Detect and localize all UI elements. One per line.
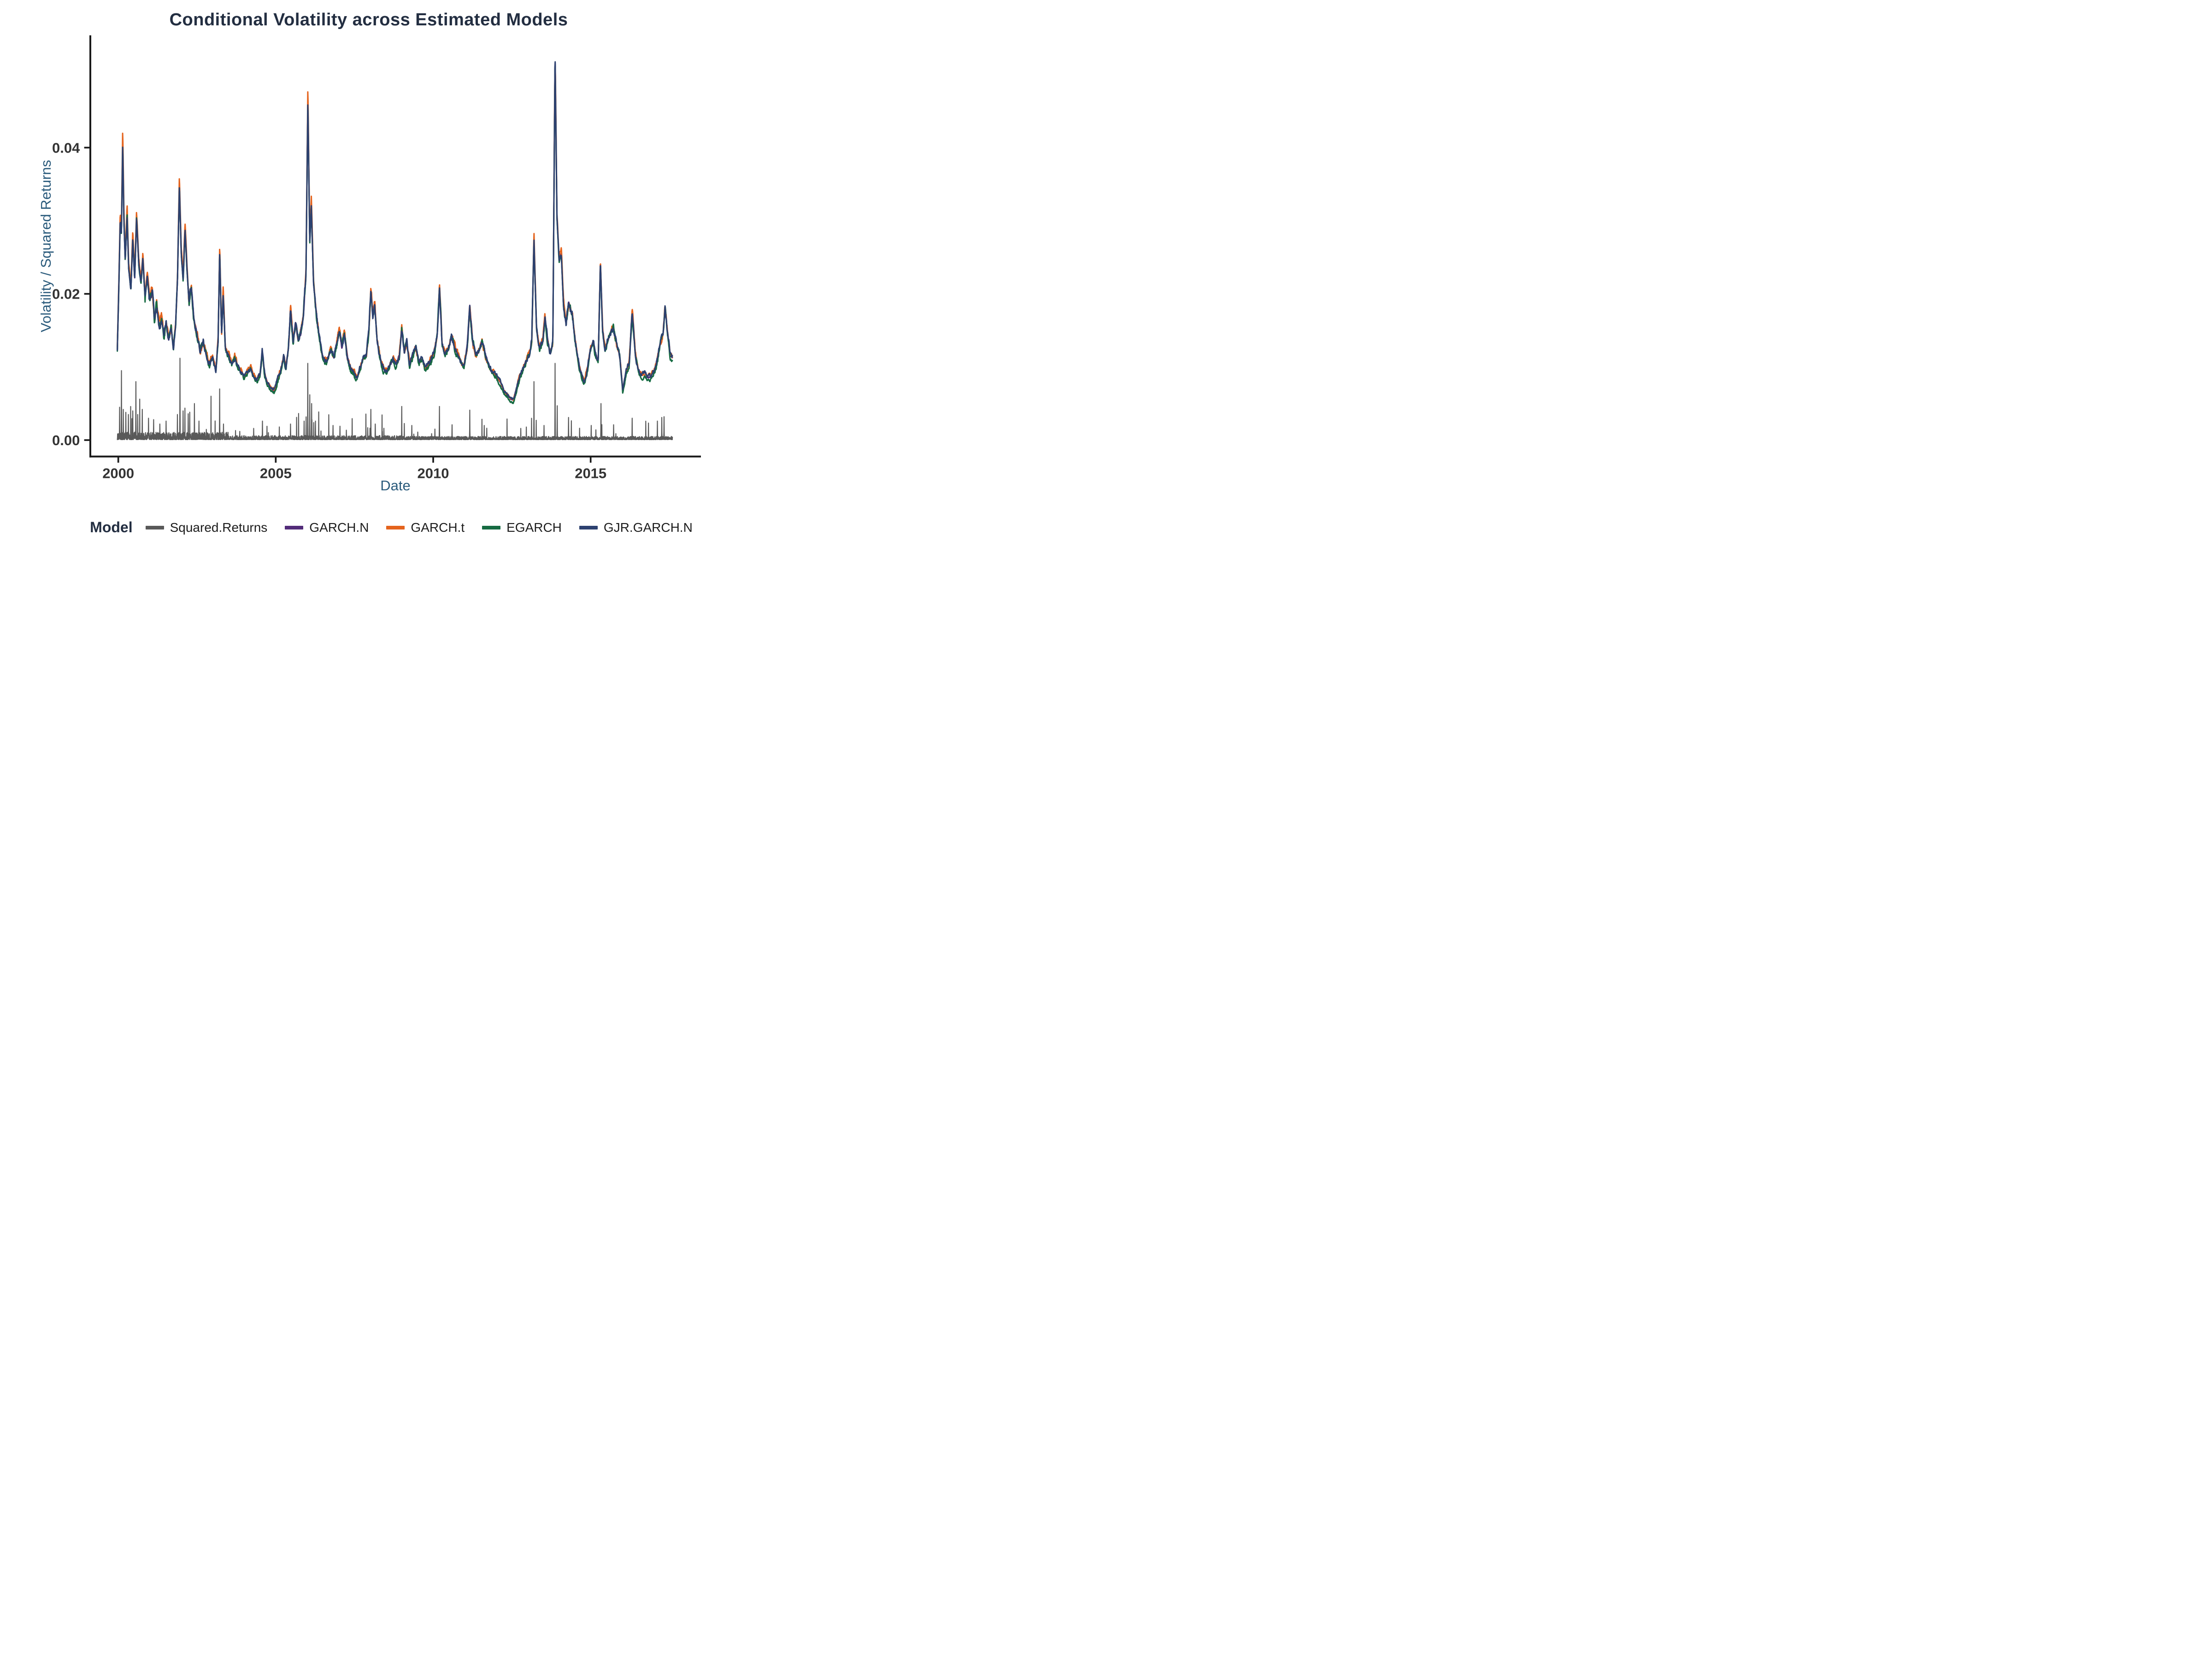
legend-item-garch-n: GARCH.N <box>285 520 369 535</box>
series-gjr <box>117 61 673 400</box>
y-tick-label: 0.04 <box>52 140 80 156</box>
legend-key-line <box>285 525 304 529</box>
x-axis-title: Date <box>380 477 411 494</box>
legend-label: GARCH.t <box>411 520 465 535</box>
x-tick-label: 2015 <box>575 465 606 481</box>
legend-label: GJR.GARCH.N <box>603 520 693 535</box>
x-tick-label: 2005 <box>260 465 292 481</box>
x-tick-label: 2010 <box>418 465 449 481</box>
legend-item-gjr-garch-n: GJR.GARCH.N <box>579 520 693 535</box>
legend-item-squared-returns: Squared.Returns <box>145 520 268 535</box>
legend-label: Squared.Returns <box>170 520 268 535</box>
y-tick-label: 0.02 <box>52 286 80 302</box>
chart-page: 0.00 0.02 0.04 2000 2005 2010 2015 Conditional… <box>0 0 737 553</box>
y-axis-title: Volatility / Squared Returns <box>38 160 54 332</box>
x-tick-label: 2000 <box>102 465 134 481</box>
legend-key-line <box>482 525 501 529</box>
legend-items: Squared.Returns GARCH.N GARCH.t EGARCH GJR.G… <box>145 520 710 535</box>
legend-key-line <box>579 525 598 529</box>
plot-canvas: 0.00 0.02 0.04 2000 2005 2010 2015 <box>52 35 701 481</box>
legend-item-egarch: EGARCH <box>482 520 562 535</box>
legend-label: EGARCH <box>506 520 562 535</box>
legend: Model Squared.Returns GARCH.N GARCH.t EGARC… <box>31 519 737 536</box>
legend-title: Model <box>90 519 133 535</box>
legend-label: GARCH.N <box>309 520 369 535</box>
legend-key-line <box>386 525 405 529</box>
legend-item-garch-t: GARCH.t <box>386 520 465 535</box>
series-squared-returns <box>117 358 673 441</box>
y-tick-label: 0.00 <box>52 432 80 448</box>
legend-key-line <box>145 525 164 529</box>
chart-title: Conditional Volatility across Estimated … <box>169 10 568 29</box>
